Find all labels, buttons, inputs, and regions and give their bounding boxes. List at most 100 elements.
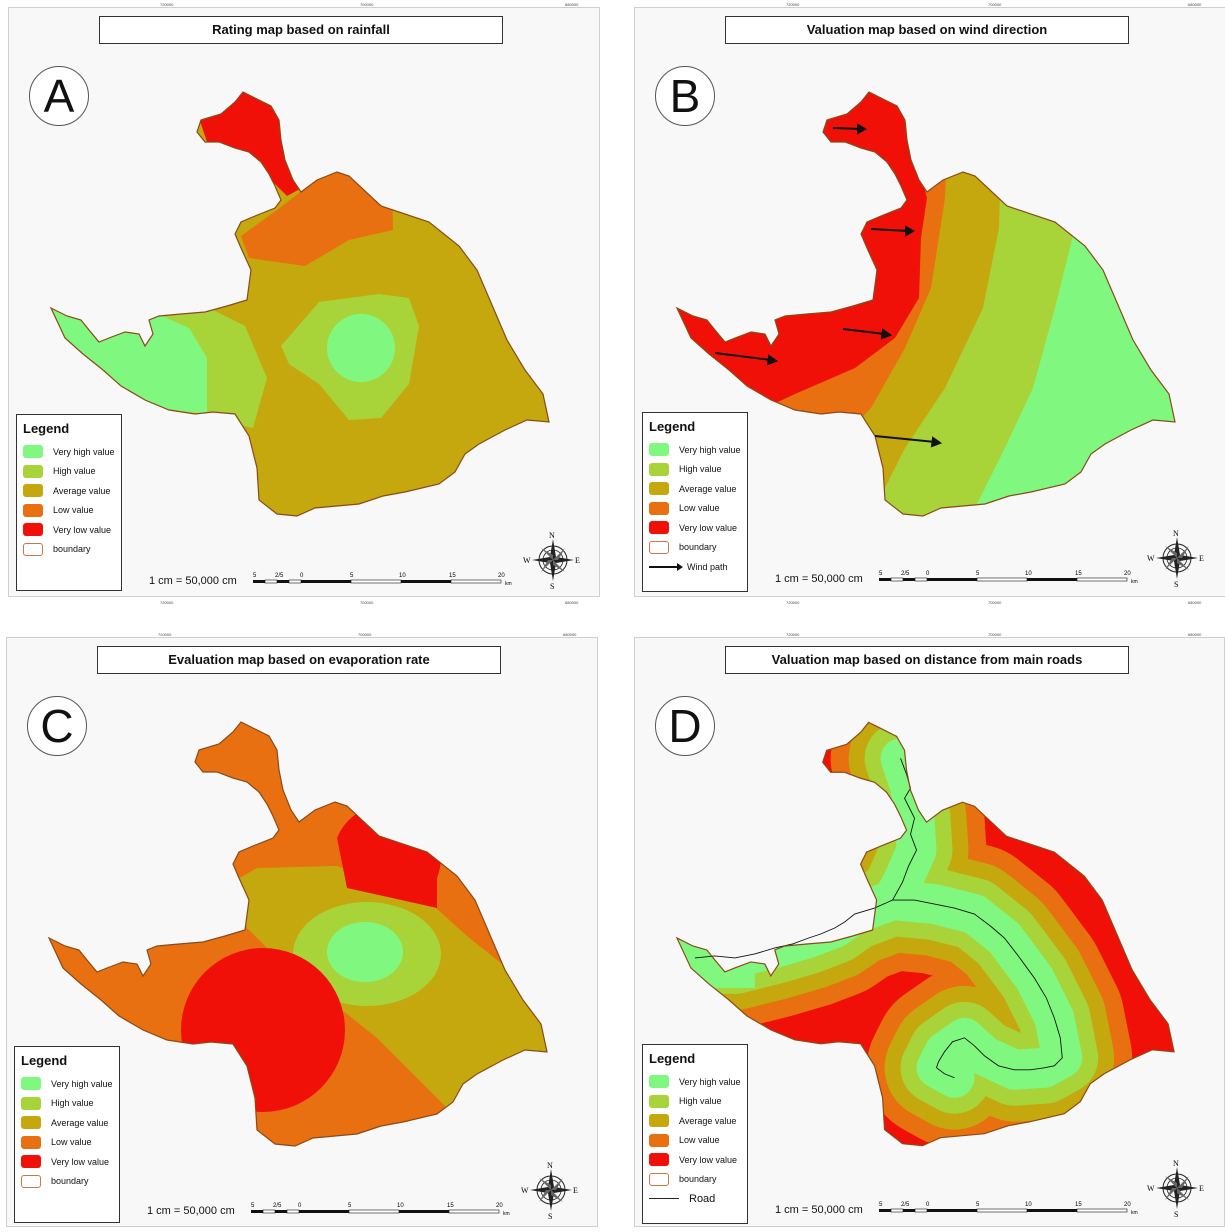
legend-item-very-high: Very high value: [21, 1074, 113, 1094]
coord-label: 680000: [1188, 600, 1202, 605]
svg-text:0: 0: [300, 573, 304, 579]
svg-text:5: 5: [253, 573, 257, 579]
svg-text:km: km: [503, 1211, 510, 1217]
svg-text:20: 20: [496, 1203, 503, 1209]
swatch: [649, 521, 669, 535]
svg-text:5: 5: [350, 573, 354, 579]
svg-text:2/5: 2/5: [273, 1203, 282, 1209]
coord-label: 680000: [565, 600, 579, 605]
legend: Legend Very high value High value Averag…: [16, 414, 122, 591]
coord-label: 700000: [360, 600, 374, 605]
swatch: [649, 1133, 669, 1147]
swatch: [21, 1155, 41, 1169]
coord-label: 720000: [160, 600, 174, 605]
svg-text:5: 5: [879, 571, 883, 577]
legend: Legend Very high value High value Averag…: [642, 1044, 748, 1224]
svg-text:S: S: [548, 1212, 552, 1220]
swatch: [649, 1153, 669, 1167]
legend-item-high: High value: [23, 462, 115, 482]
swatch: [649, 1114, 669, 1128]
swatch: [649, 443, 669, 457]
legend-item-low: Low value: [649, 499, 741, 519]
svg-text:W: W: [1147, 1184, 1155, 1193]
svg-text:5: 5: [976, 1202, 980, 1208]
map-c: [47, 721, 548, 1147]
swatch: [21, 1174, 41, 1188]
coord-label: 720000: [786, 632, 800, 637]
legend-item-average: Average value: [649, 479, 741, 499]
svg-text:2/5: 2/5: [901, 1202, 910, 1208]
coord-label: 680000: [563, 632, 577, 637]
scale-text: 1 cm = 50,000 cm: [775, 1204, 863, 1216]
scale-text: 1 cm = 50,000 cm: [775, 573, 863, 585]
svg-text:W: W: [523, 556, 531, 565]
road-line-icon: [649, 1198, 679, 1200]
swatch: [21, 1096, 41, 1110]
svg-text:15: 15: [1075, 1202, 1082, 1208]
svg-text:5: 5: [976, 571, 980, 577]
svg-text:W: W: [1147, 554, 1155, 563]
map-a: [49, 91, 550, 517]
legend: Legend Very high value High value Averag…: [14, 1046, 120, 1223]
coord-label: 680000: [1188, 632, 1202, 637]
legend-item-high: High value: [649, 1092, 741, 1112]
map-title: Valuation map based on distance from mai…: [725, 646, 1129, 674]
legend-item-very-low: Very low value: [23, 520, 115, 540]
swatch: [649, 482, 669, 496]
legend-title: Legend: [649, 1051, 696, 1066]
svg-text:5: 5: [348, 1203, 352, 1209]
svg-text:S: S: [1174, 1210, 1178, 1218]
svg-text:15: 15: [449, 573, 456, 579]
svg-text:S: S: [1174, 580, 1178, 588]
svg-text:0: 0: [926, 571, 930, 577]
legend-item-boundary: boundary: [23, 540, 115, 560]
swatch: [649, 1094, 669, 1108]
swatch: [23, 484, 43, 498]
svg-text:km: km: [505, 581, 512, 587]
svg-text:N: N: [547, 1161, 553, 1170]
svg-text:2/5: 2/5: [275, 573, 284, 579]
swatch: [21, 1116, 41, 1130]
coord-label: 680000: [565, 2, 579, 7]
legend-item-very-low: Very low value: [649, 1150, 741, 1170]
svg-text:20: 20: [498, 573, 505, 579]
svg-text:km: km: [1131, 579, 1138, 585]
panel-a: Rating map based on rainfall A Legend Ve…: [8, 7, 600, 597]
svg-text:5: 5: [251, 1203, 255, 1209]
svg-text:N: N: [1173, 529, 1179, 538]
coord-label: 700000: [988, 600, 1002, 605]
svg-text:10: 10: [397, 1203, 404, 1209]
swatch: [649, 1172, 669, 1186]
svg-text:20: 20: [1124, 571, 1131, 577]
coord-label: 720000: [786, 2, 800, 7]
swatch: [649, 501, 669, 515]
swatch: [21, 1077, 41, 1091]
coord-label: 700000: [358, 632, 372, 637]
panel-b: Valuation map based on wind direction B …: [634, 7, 1225, 597]
compass-rose-icon: N S E W: [523, 531, 580, 590]
svg-text:15: 15: [447, 1203, 454, 1209]
map-b: [675, 91, 1176, 517]
swatch: [23, 523, 43, 537]
coord-label: 700000: [360, 2, 374, 7]
svg-text:E: E: [1199, 1184, 1204, 1193]
coord-label: 720000: [158, 632, 172, 637]
legend-item-high: High value: [649, 460, 741, 480]
svg-text:2/5: 2/5: [901, 571, 910, 577]
coord-label: 680000: [1188, 2, 1202, 7]
panel-letter: D: [655, 696, 715, 756]
svg-text:E: E: [575, 556, 580, 565]
legend-item-very-high: Very high value: [23, 442, 115, 462]
svg-text:N: N: [1173, 1159, 1179, 1168]
scale-text: 1 cm = 50,000 cm: [147, 1205, 235, 1217]
compass-rose-icon: N S E W: [1147, 529, 1204, 588]
legend-item-very-low: Very low value: [649, 518, 741, 538]
wind-arrow-icon: [649, 562, 683, 571]
svg-text:10: 10: [399, 573, 406, 579]
legend-item-wind-path: Wind path: [649, 557, 741, 577]
legend-item-average: Average value: [21, 1113, 113, 1133]
legend-item-road: Road: [649, 1189, 741, 1209]
legend-item-very-high: Very high value: [649, 1072, 741, 1092]
panel-c: Evaluation map based on evaporation rate…: [6, 637, 598, 1227]
scale-text: 1 cm = 50,000 cm: [149, 575, 237, 587]
